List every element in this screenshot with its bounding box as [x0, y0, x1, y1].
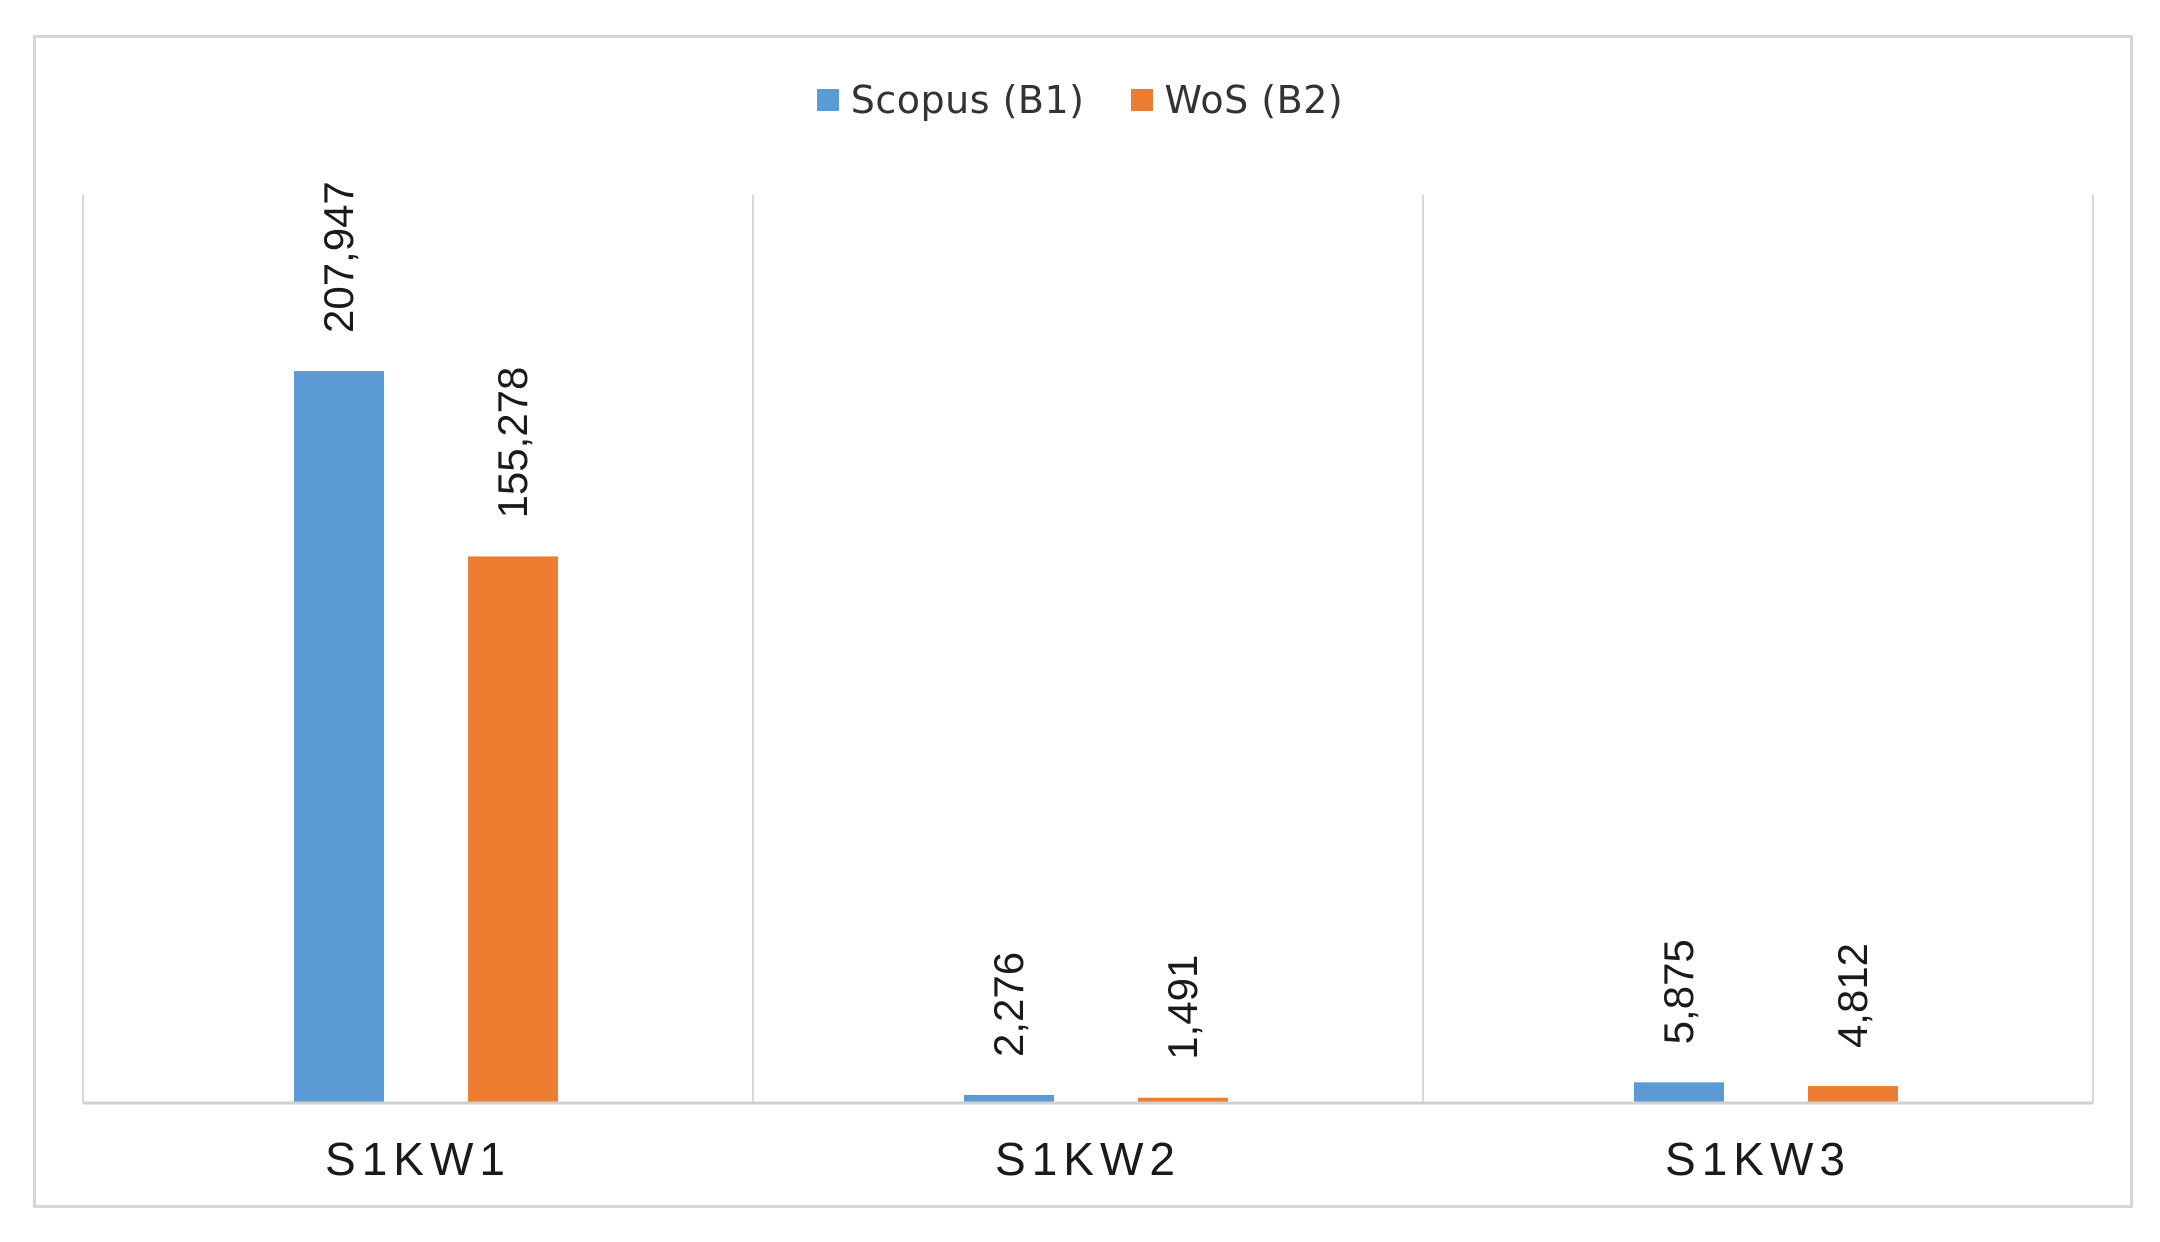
- legend-item-scopus: Scopus (B1): [816, 78, 1085, 122]
- data-label-s1kw1-series-1: 207,947: [315, 181, 362, 333]
- legend-swatch-scopus: [816, 89, 839, 111]
- legend-label-scopus: Scopus (B1): [850, 78, 1085, 122]
- bar-s1kw1-series-1: [294, 371, 384, 1103]
- legend: Scopus (B1) WoS (B2): [0, 78, 2160, 122]
- x-tick-label-s1kw3: S1KW3: [1665, 1133, 1851, 1185]
- legend-swatch-wos: [1130, 89, 1153, 111]
- bar-s1kw2-series-2: [1138, 1097, 1228, 1103]
- legend-item-wos: WoS (B2): [1130, 78, 1344, 122]
- data-label-s1kw1-series-2: 155,278: [489, 367, 536, 519]
- bar-s1kw1-series-2: [468, 556, 558, 1103]
- data-label-s1kw2-series-2: 1,491: [1159, 955, 1206, 1060]
- bar-s1kw2-series-1: [964, 1094, 1054, 1103]
- data-label-s1kw3-series-1: 5,875: [1655, 939, 1702, 1044]
- x-tick-label-s1kw1: S1KW1: [325, 1133, 511, 1185]
- x-tick-label-s1kw2: S1KW2: [995, 1133, 1181, 1185]
- data-label-s1kw2-series-1: 2,276: [985, 952, 1032, 1057]
- bar-s1kw3-series-2: [1808, 1086, 1898, 1103]
- legend-label-wos: WoS (B2): [1164, 78, 1344, 122]
- bar-s1kw3-series-1: [1634, 1082, 1724, 1103]
- data-label-s1kw3-series-2: 4,812: [1829, 943, 1876, 1048]
